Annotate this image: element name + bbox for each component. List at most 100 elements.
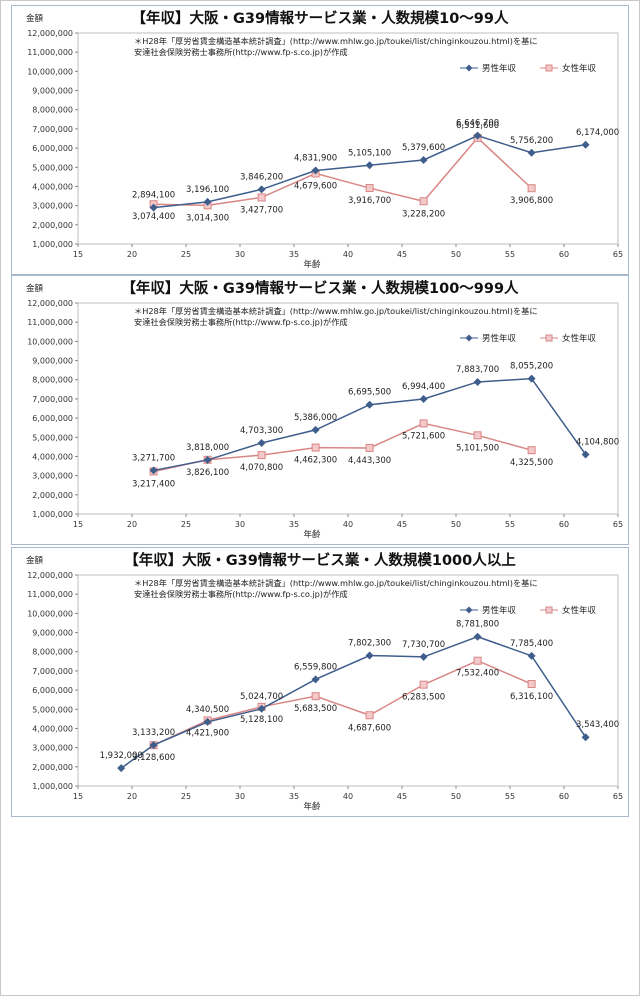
y-tick-label: 7,000,000 [32,667,73,676]
data-label: 4,421,900 [186,728,229,738]
data-point-diamond [473,632,482,641]
data-label: 3,826,100 [186,468,229,478]
y-tick-label: 9,000,000 [32,87,73,96]
chart-svg: 【年収】大阪・G39情報サービス業・人数規模10～99人 金額 1,000,000 2… [26,9,623,270]
data-label: 5,101,500 [456,443,499,453]
y-tick-label: 4,000,000 [32,182,73,191]
y-tick-label: 1,000,000 [32,510,73,519]
x-tick-label: 40 [343,520,353,529]
source-note-line: ＊H28年「厚労省賃金構造基本統計調査」(http://www.mhlw.go.… [134,36,538,46]
x-axis-title: 年齢 [303,259,321,270]
data-label: 8,055,200 [510,362,553,372]
x-tick-label: 15 [73,792,83,801]
data-label: 4,325,500 [510,458,553,468]
data-label: 6,174,000 [576,128,619,138]
data-label: 6,559,800 [294,662,337,672]
chart-title: 【年収】大阪・G39情報サービス業・人数規模100～999人 [121,279,519,297]
data-point-square [365,711,374,720]
data-label: 3,846,200 [240,172,283,182]
data-point-diamond [311,425,320,434]
data-label: 3,228,200 [402,209,445,219]
x-tick-label: 30 [235,250,245,259]
data-point-diamond [581,733,590,742]
x-tick-label: 60 [559,520,569,529]
data-point-diamond [581,140,590,149]
series-line [120,635,587,769]
y-tick-label: 6,000,000 [32,414,73,423]
chart-title: 【年収】大阪・G39情報サービス業・人数規模1000人以上 [124,551,516,569]
x-tick-label: 45 [397,250,407,259]
x-tick-label: 30 [235,520,245,529]
y-tick-label: 11,000,000 [27,48,73,57]
y-tick-label: 5,000,000 [32,163,73,172]
x-tick-label: 35 [289,520,299,529]
x-tick-label: 25 [181,520,191,529]
y-tick-label: 1,000,000 [32,782,73,791]
data-label: 3,271,700 [132,453,175,463]
data-point-diamond [419,155,428,164]
x-tick-label: 50 [451,250,461,259]
data-label: 5,105,100 [348,148,391,158]
x-tick-label: 20 [127,792,137,801]
y-tick-label: 8,000,000 [32,648,73,657]
data-label: 6,316,100 [510,692,553,702]
y-tick-label: 9,000,000 [32,629,73,638]
data-point-square [527,446,536,455]
data-label: 3,128,600 [132,753,175,763]
data-label: 4,340,500 [186,705,229,715]
data-label: 4,443,300 [348,456,391,466]
x-tick-label: 35 [289,792,299,801]
data-point-diamond [419,395,428,404]
y-axis-title: 金額 [26,13,44,24]
y-axis-title: 金額 [26,555,44,566]
x-tick-label: 55 [505,792,515,801]
data-label: 5,379,600 [402,143,445,153]
data-label: 6,994,400 [402,382,445,392]
data-label: 5,128,100 [240,715,283,725]
data-label: 3,014,300 [186,213,229,223]
data-label: 5,683,500 [294,704,337,714]
data-point-diamond [365,161,374,170]
y-tick-label: 12,000,000 [27,299,73,308]
x-tick-label: 25 [181,250,191,259]
data-label: 8,781,800 [456,620,499,630]
x-tick-label: 25 [181,792,191,801]
x-axis-title: 年齢 [303,529,321,540]
data-point-diamond [203,717,212,726]
source-note-line: ＊H28年「厚労省賃金構造基本統計調査」(http://www.mhlw.go.… [134,306,538,316]
data-label: 7,883,700 [456,365,499,375]
y-tick-label: 8,000,000 [32,106,73,115]
data-point-square [365,443,374,452]
y-tick-label: 8,000,000 [32,376,73,385]
chart-svg: 【年収】大阪・G39情報サービス業・人数規模100～999人 金額 1,000,00… [26,279,623,540]
data-point-square [419,197,428,206]
data-label: 4,703,300 [240,426,283,436]
x-tick-label: 65 [613,792,623,801]
x-tick-label: 15 [73,250,83,259]
chart-svg: 【年収】大阪・G39情報サービス業・人数規模1000人以上 金額 1,000,000… [26,551,623,812]
legend-marker-diamond [465,334,473,342]
plot-area [77,302,619,515]
data-label: 6,695,500 [348,388,391,398]
y-tick-label: 2,000,000 [32,763,73,772]
data-label: 4,679,600 [294,181,337,191]
y-tick-label: 7,000,000 [32,395,73,404]
legend-marker-square [545,606,553,614]
data-point-diamond [311,675,320,684]
data-point-square [257,451,266,460]
y-tick-label: 11,000,000 [27,318,73,327]
x-tick-label: 50 [451,792,461,801]
data-point-diamond [311,166,320,175]
data-point-square [527,184,536,193]
data-label: 2,894,100 [132,191,175,201]
legend-entry-label: 男性年収 [482,333,517,344]
data-point-diamond [527,374,536,383]
data-point-square [473,431,482,440]
data-point-square [311,692,320,701]
x-tick-label: 60 [559,250,569,259]
data-point-square [419,419,428,428]
data-point-diamond [473,131,482,140]
legend-marker-square [545,334,553,342]
x-tick-label: 45 [397,792,407,801]
